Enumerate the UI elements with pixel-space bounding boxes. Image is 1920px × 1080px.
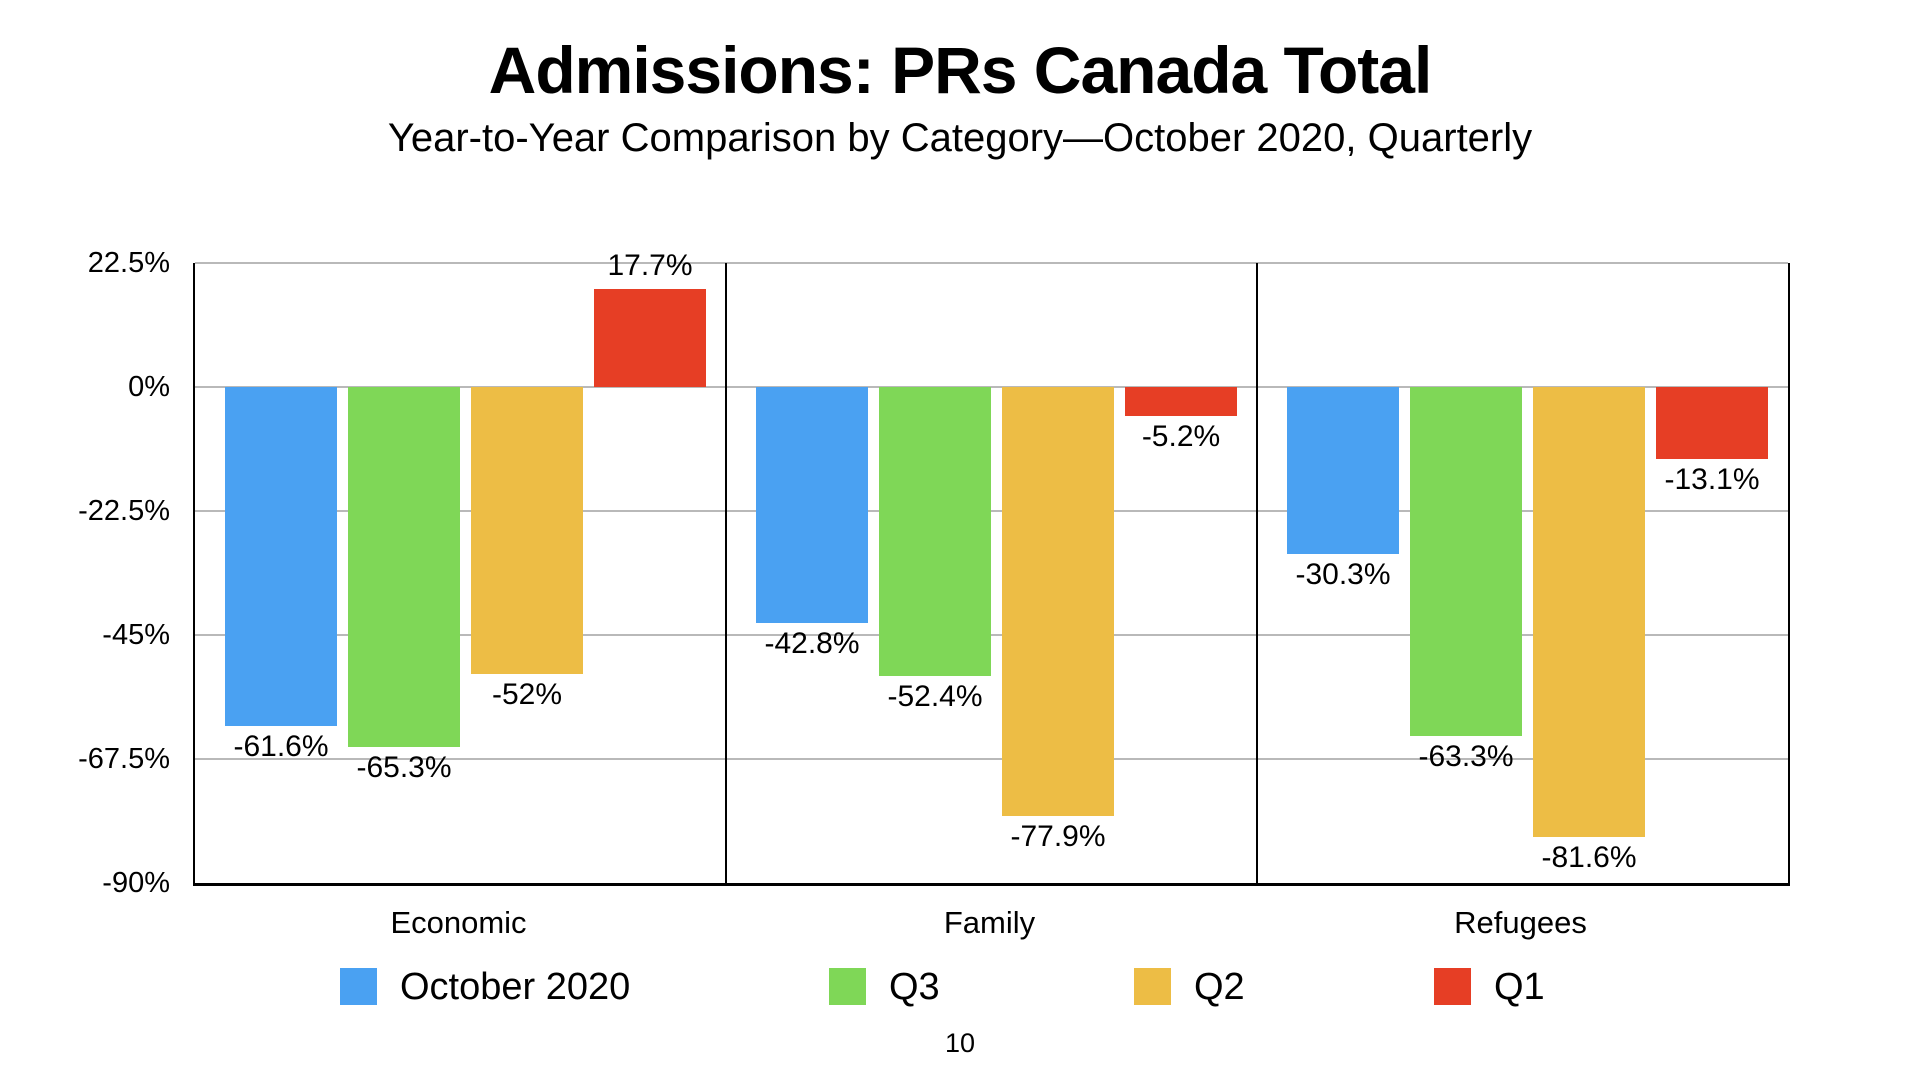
chart-title: Admissions: PRs Canada Total xyxy=(488,33,1433,107)
bar-value-label: 17.7% xyxy=(607,249,693,283)
bar-q3-refugees xyxy=(1410,387,1522,736)
bar-q3-family xyxy=(879,387,991,676)
bar-q1-economic xyxy=(594,289,706,387)
bar-q3-economic xyxy=(348,387,460,747)
gridline-22.5% xyxy=(195,262,1788,264)
legend-swatch-icon xyxy=(1434,968,1471,1005)
category-label-refugees: Refugees xyxy=(1454,905,1587,940)
gridline--67.5% xyxy=(195,758,1788,760)
legend-label: October 2020 xyxy=(400,966,631,1008)
legend-label: Q2 xyxy=(1194,966,1245,1008)
bar-october-2020-family xyxy=(756,387,868,623)
category-label-family: Family xyxy=(943,905,1036,940)
panel-divider xyxy=(1256,263,1258,883)
legend-swatch-icon xyxy=(1134,968,1171,1005)
y-tick-label: 22.5% xyxy=(87,247,170,279)
chart-subtitle: Year-to-Year Comparison by Category—Octo… xyxy=(387,116,1533,160)
category-label-economic: Economic xyxy=(390,905,527,940)
y-tick-label: 0% xyxy=(128,371,170,403)
y-tick-label: -45% xyxy=(102,619,170,651)
bar-october-2020-economic xyxy=(225,387,337,727)
bar-value-label: -42.8% xyxy=(764,626,860,660)
panel-divider xyxy=(725,263,727,883)
bar-value-label: -5.2% xyxy=(1141,419,1221,453)
bar-q2-family xyxy=(1002,387,1114,817)
legend-swatch-icon xyxy=(829,968,866,1005)
bar-value-label: -30.3% xyxy=(1295,557,1391,591)
bar-value-label: -65.3% xyxy=(356,750,452,784)
bar-q2-economic xyxy=(471,387,583,674)
bar-value-label: -81.6% xyxy=(1541,840,1637,874)
bar-q2-refugees xyxy=(1533,387,1645,837)
legend-label: Q1 xyxy=(1494,966,1545,1008)
legend-label: Q3 xyxy=(889,966,940,1008)
bar-value-label: -52.4% xyxy=(887,679,983,713)
page-number: 10 xyxy=(944,1028,976,1058)
gridline--22.5% xyxy=(195,510,1788,512)
bar-q1-refugees xyxy=(1656,387,1768,460)
plot-area: -61.6% -65.3% -52% 17.7% -42.8% -52.4% -77.9% -… xyxy=(193,249,1790,886)
bar-value-label: -77.9% xyxy=(1010,820,1106,854)
y-tick-label: -90% xyxy=(102,867,170,899)
bar-value-label: -13.1% xyxy=(1664,463,1760,497)
bar-q1-family xyxy=(1125,387,1237,416)
y-tick-label: -22.5% xyxy=(78,495,170,527)
legend-swatch-icon xyxy=(340,968,377,1005)
bar-october-2020-refugees xyxy=(1287,387,1399,554)
gridline--45% xyxy=(195,634,1788,636)
bar-value-label: -52% xyxy=(491,677,563,711)
y-tick-label: -67.5% xyxy=(78,743,170,775)
bar-value-label: -63.3% xyxy=(1418,739,1514,773)
bar-value-label: -61.6% xyxy=(233,730,329,764)
gridline-0% xyxy=(195,386,1788,388)
